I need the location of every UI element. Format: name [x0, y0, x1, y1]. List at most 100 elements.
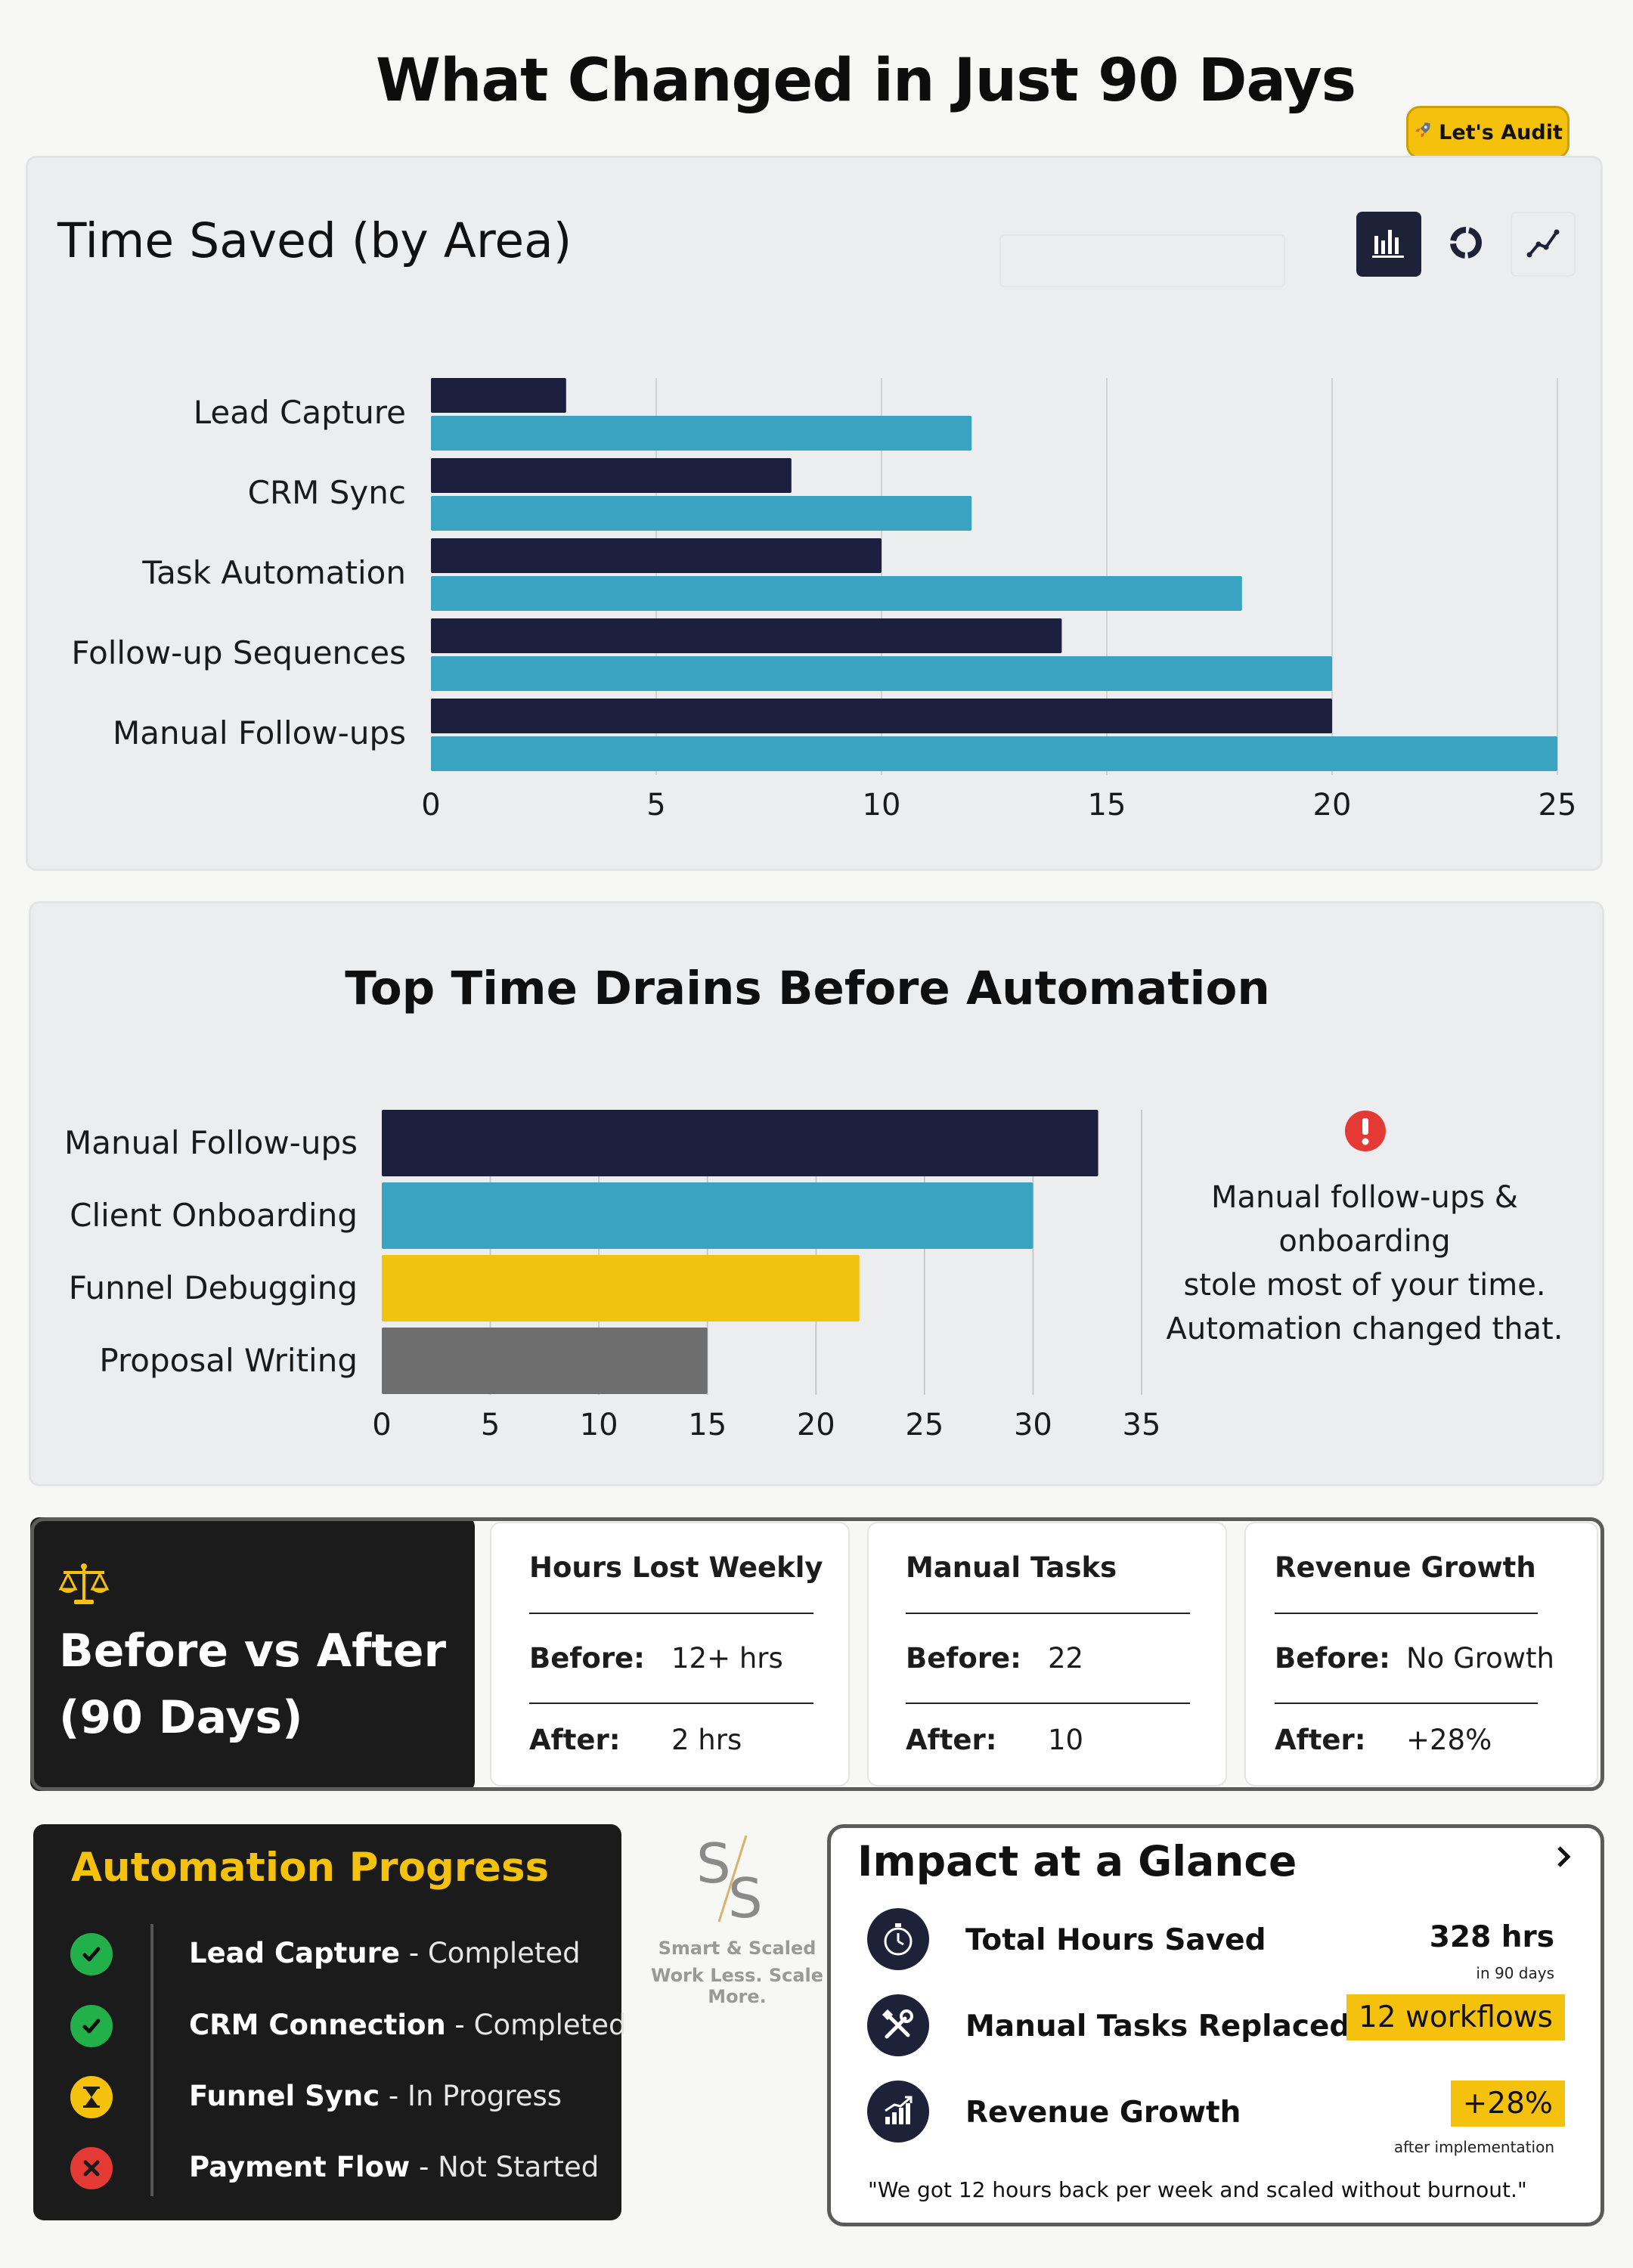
- hourglass-icon: [70, 2076, 113, 2118]
- brand-tagline: Work Less. Scale More.: [650, 1965, 824, 2007]
- before-after-frame: [30, 1517, 1604, 1791]
- card-title: Manual Tasks: [906, 1551, 1117, 1584]
- before-label: Before:: [906, 1642, 1021, 1675]
- testimonial-quote: "We got 12 hours back per week and scale…: [868, 2177, 1527, 2202]
- bar: [431, 576, 1242, 611]
- x-tick-label: 25: [905, 1408, 944, 1442]
- bar: [431, 699, 1332, 733]
- line-chart-icon: [1523, 223, 1563, 265]
- revenue-growth-card: [1244, 1522, 1598, 1786]
- card-title: Revenue Growth: [1275, 1551, 1536, 1584]
- impact-value: 328 hrs: [1429, 1920, 1554, 1954]
- x-tick-label: 35: [1123, 1408, 1161, 1442]
- bar: [431, 496, 972, 531]
- divider: [1275, 1613, 1538, 1614]
- category-label: Task Automation: [141, 554, 406, 591]
- impact-label: Total Hours Saved: [965, 1923, 1266, 1957]
- category-label: CRM Sync: [248, 474, 406, 511]
- progress-divider: [150, 1924, 153, 2196]
- chart-search-box[interactable]: [999, 234, 1285, 287]
- impact-label: Revenue Growth: [965, 2096, 1241, 2130]
- x-tick-label: 10: [863, 788, 901, 823]
- check-icon: [70, 2005, 113, 2047]
- manual-tasks-card: [867, 1522, 1227, 1786]
- before-value: No Growth: [1406, 1642, 1555, 1675]
- x-tick-label: 5: [646, 788, 665, 823]
- progress-item: Lead Capture - Completed: [189, 1937, 581, 1969]
- check-icon: [70, 1933, 113, 1975]
- x-icon: [70, 2147, 113, 2189]
- after-label: After:: [906, 1724, 997, 1756]
- x-tick-label: 20: [1313, 788, 1352, 823]
- x-tick-label: 15: [1088, 788, 1126, 823]
- progress-item: CRM Connection - Completed: [189, 2009, 627, 2041]
- progress-item: Funnel Sync - In Progress: [189, 2080, 562, 2112]
- bar: [431, 538, 882, 573]
- bar: [431, 378, 566, 413]
- top-drains-title: Top Time Drains Before Automation: [345, 962, 1270, 1015]
- donut-chart-icon: [1446, 223, 1486, 265]
- x-tick-label: 0: [372, 1408, 391, 1442]
- impact-title: Impact at a Glance: [857, 1837, 1297, 1885]
- before-after-title: Before vs After (90 Days): [59, 1625, 447, 1744]
- x-tick-label: 25: [1538, 788, 1577, 823]
- impact-sub: after implementation: [1393, 2138, 1554, 2156]
- automation-progress-title: Automation Progress: [71, 1845, 550, 1891]
- x-tick-label: 10: [580, 1408, 618, 1442]
- bar: [382, 1255, 860, 1321]
- after-value: 2 hrs: [671, 1724, 742, 1756]
- category-label: Funnel Debugging: [69, 1269, 358, 1306]
- bar: [431, 736, 1557, 771]
- tools-icon: [867, 1994, 929, 2056]
- time-saved-title: Time Saved (by Area): [57, 213, 572, 268]
- impact-value: 12 workflows: [1285, 1994, 1565, 2040]
- bar: [431, 656, 1332, 691]
- automation-progress-panel: [33, 1824, 621, 2220]
- before-value: 22: [1048, 1642, 1084, 1675]
- category-label: Lead Capture: [194, 394, 406, 431]
- progress-item: Payment Flow - Not Started: [189, 2151, 600, 2183]
- before-value: 12+ hrs: [671, 1642, 783, 1675]
- top-drains-chart: 0 5 10 15 20 25 30 35 Manual Follow-ups Client On…: [64, 1110, 1161, 1442]
- donut-chart-toggle[interactable]: [1433, 212, 1498, 277]
- after-label: After:: [1275, 1724, 1366, 1756]
- bar-chart-toggle[interactable]: [1356, 212, 1421, 277]
- bar: [382, 1182, 1033, 1249]
- x-tick-label: 20: [797, 1408, 835, 1442]
- bar: [431, 618, 1062, 653]
- divider: [529, 1613, 813, 1614]
- alert-icon: [1344, 1110, 1387, 1155]
- card-title: Hours Lost Weekly: [529, 1551, 823, 1584]
- x-tick-label: 5: [481, 1408, 500, 1442]
- brand-name: Smart & Scaled: [658, 1938, 816, 1959]
- after-label: After:: [529, 1724, 621, 1756]
- before-label: Before:: [1275, 1642, 1390, 1675]
- scale-icon: [57, 1562, 110, 1610]
- bar: [382, 1328, 708, 1394]
- note-line: onboarding: [1278, 1224, 1451, 1259]
- impact-sub: in 90 days: [1476, 1964, 1554, 1982]
- bar-chart-icon: [1370, 225, 1408, 263]
- time-saved-chart: 0 5 10 15 20 25 Lead Capture CRM Sync Task Autom…: [71, 378, 1577, 823]
- rocket-icon: [1413, 120, 1433, 145]
- lets-audit-button[interactable]: Let's Audit: [1406, 106, 1569, 159]
- category-label: Manual Follow-ups: [113, 714, 406, 751]
- x-tick-label: 30: [1014, 1408, 1052, 1442]
- growth-icon: [867, 2081, 929, 2143]
- x-tick-label: 0: [421, 788, 440, 823]
- drains-note: Manual follow-ups & onboarding stole mos…: [1149, 1176, 1580, 1351]
- bar: [431, 416, 972, 451]
- impact-label: Manual Tasks Replaced: [965, 2009, 1351, 2043]
- stopwatch-icon: [867, 1908, 929, 1970]
- bar: [382, 1110, 1098, 1176]
- divider: [529, 1703, 813, 1704]
- chevron-right-icon[interactable]: [1553, 1842, 1576, 1880]
- lets-audit-label: Let's Audit: [1439, 120, 1563, 144]
- before-label: Before:: [529, 1642, 645, 1675]
- divider: [906, 1703, 1190, 1704]
- bar: [431, 458, 792, 493]
- category-label: Proposal Writing: [99, 1342, 358, 1379]
- line-chart-toggle[interactable]: [1511, 212, 1576, 277]
- after-value: 10: [1048, 1724, 1084, 1756]
- note-line: stole most of your time.: [1183, 1268, 1546, 1303]
